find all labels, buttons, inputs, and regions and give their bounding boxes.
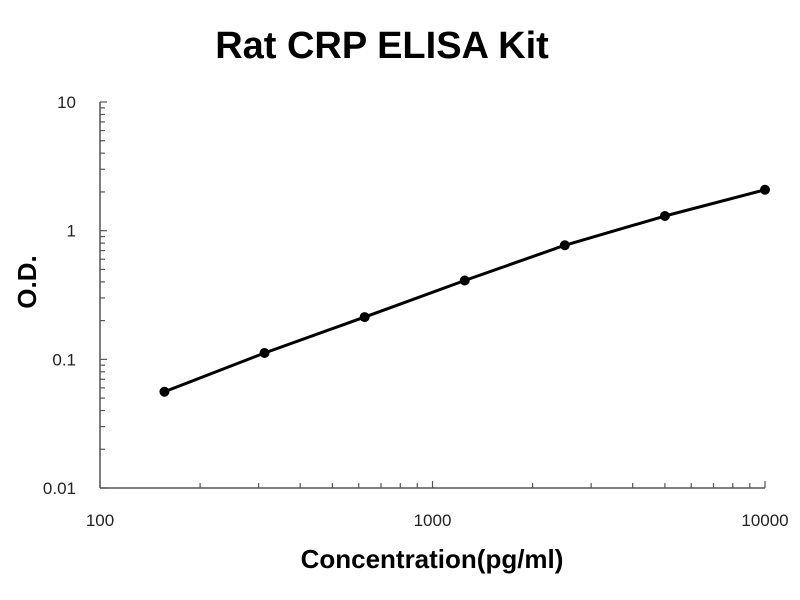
y-tick-label: 0.01 <box>43 479 76 498</box>
data-point <box>760 184 770 195</box>
data-point <box>659 211 670 222</box>
series-line <box>163 188 766 394</box>
data-point <box>259 348 270 359</box>
y-axis-label: O.D. <box>12 255 42 308</box>
x-axis-label: Concentration(pg/ml) <box>301 544 564 574</box>
tick-labels: 100 1000 10000 0.01 0.1 1 10 <box>43 93 789 530</box>
axes <box>99 101 766 489</box>
x-tick-label: 1000 <box>414 511 452 530</box>
y-tick-label: 0.1 <box>52 350 76 369</box>
x-tick-label: 10000 <box>741 511 788 530</box>
y-tick-label: 10 <box>57 93 76 112</box>
y-tick-label: 1 <box>67 222 76 241</box>
data-point <box>559 240 570 251</box>
data-point <box>359 312 370 323</box>
data-point <box>159 386 170 397</box>
data-point <box>459 275 470 286</box>
data-series <box>159 184 770 397</box>
x-tick-label: 100 <box>86 511 114 530</box>
chart-title: Rat CRP ELISA Kit <box>215 25 549 67</box>
